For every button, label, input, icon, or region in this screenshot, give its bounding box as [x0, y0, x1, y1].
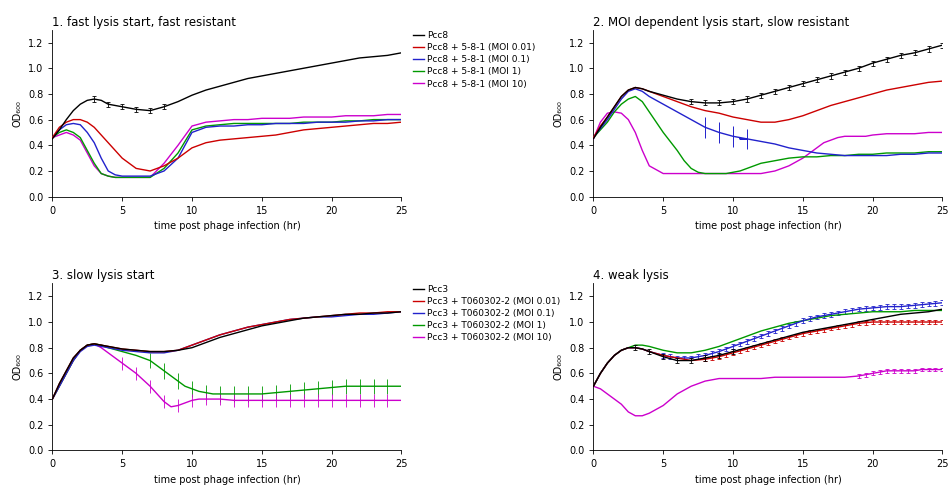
Y-axis label: OD₆₀₀: OD₆₀₀: [553, 353, 564, 380]
Text: 2. MOI dependent lysis start, slow resistant: 2. MOI dependent lysis start, slow resis…: [593, 15, 850, 29]
Y-axis label: OD₆₀₀: OD₆₀₀: [12, 353, 23, 380]
Legend: Pcc8, Pcc8 + 5-8-1 (MOI 0.01), Pcc8 + 5-8-1 (MOI 0.1), Pcc8 + 5-8-1 (MOI 1), Pcc: Pcc8, Pcc8 + 5-8-1 (MOI 0.01), Pcc8 + 5-…: [413, 31, 536, 89]
Legend: Pcc3, Pcc3 + T060302-2 (MOI 0.01), Pcc3 + T060302-2 (MOI 0.1), Pcc3 + T060302-2 : Pcc3, Pcc3 + T060302-2 (MOI 0.01), Pcc3 …: [413, 285, 561, 343]
Text: 4. weak lysis: 4. weak lysis: [593, 269, 669, 282]
Text: 3. slow lysis start: 3. slow lysis start: [52, 269, 155, 282]
Y-axis label: OD₆₀₀: OD₆₀₀: [12, 100, 23, 127]
X-axis label: time post phage infection (hr): time post phage infection (hr): [153, 475, 300, 485]
Text: 1. fast lysis start, fast resistant: 1. fast lysis start, fast resistant: [52, 15, 236, 29]
X-axis label: time post phage infection (hr): time post phage infection (hr): [695, 475, 842, 485]
X-axis label: time post phage infection (hr): time post phage infection (hr): [695, 221, 842, 231]
Y-axis label: OD₆₀₀: OD₆₀₀: [553, 100, 564, 127]
X-axis label: time post phage infection (hr): time post phage infection (hr): [153, 221, 300, 231]
